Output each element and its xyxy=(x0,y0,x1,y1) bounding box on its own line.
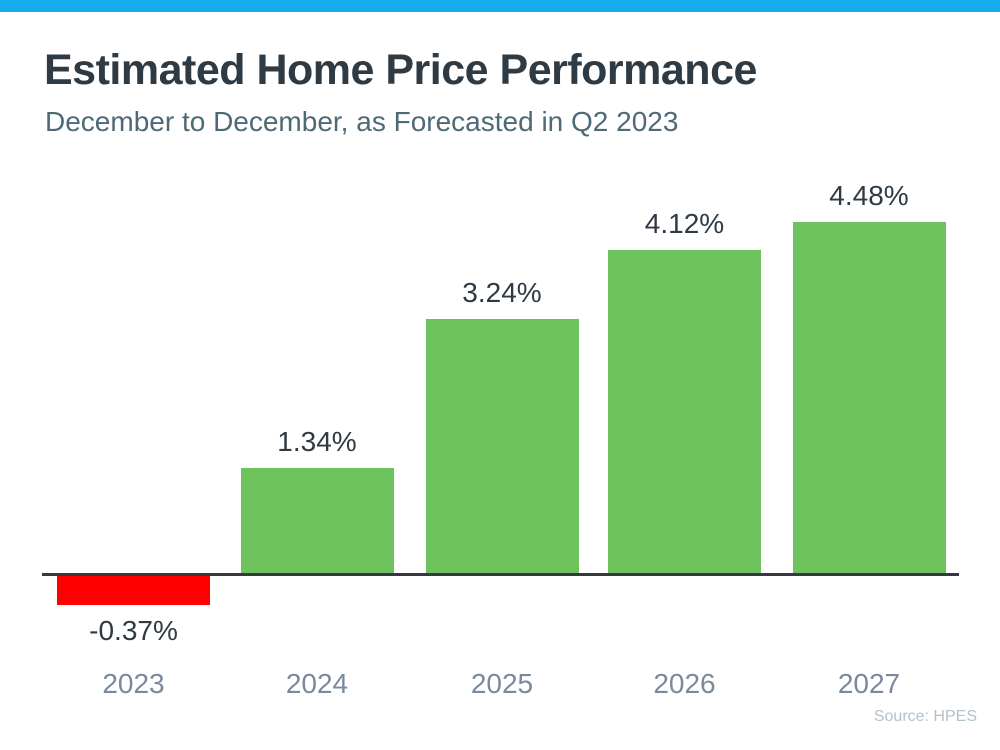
bar-value-label-2026: 4.12% xyxy=(644,208,725,239)
bar-2026 xyxy=(608,250,761,573)
bar-value-label-2025: 3.24% xyxy=(462,277,542,308)
x-axis-label-2023: 2023 xyxy=(102,668,165,699)
x-axis-line xyxy=(42,573,959,576)
page-title: Estimated Home Price Performance xyxy=(44,46,757,94)
source-caption: Source: HPES xyxy=(873,708,977,725)
bar-value-label-2023: -0.37% xyxy=(89,615,178,646)
page-subtitle: December to December, as Forecasted in Q… xyxy=(45,106,679,137)
top-accent-bar xyxy=(0,0,1000,12)
x-axis-label-2025: 2025 xyxy=(470,668,534,699)
bar-value-label-2024: 1.34% xyxy=(277,426,357,457)
bar-value-label-2027: 4.48% xyxy=(829,180,909,211)
bar-2023 xyxy=(57,576,210,605)
x-axis-label-2024: 2024 xyxy=(285,668,349,699)
bar-2024 xyxy=(241,468,394,573)
bar-2027 xyxy=(793,222,946,573)
bar-2025 xyxy=(426,319,579,573)
x-axis-label-2027: 2027 xyxy=(837,668,901,699)
x-axis-label-2026: 2026 xyxy=(653,668,716,699)
